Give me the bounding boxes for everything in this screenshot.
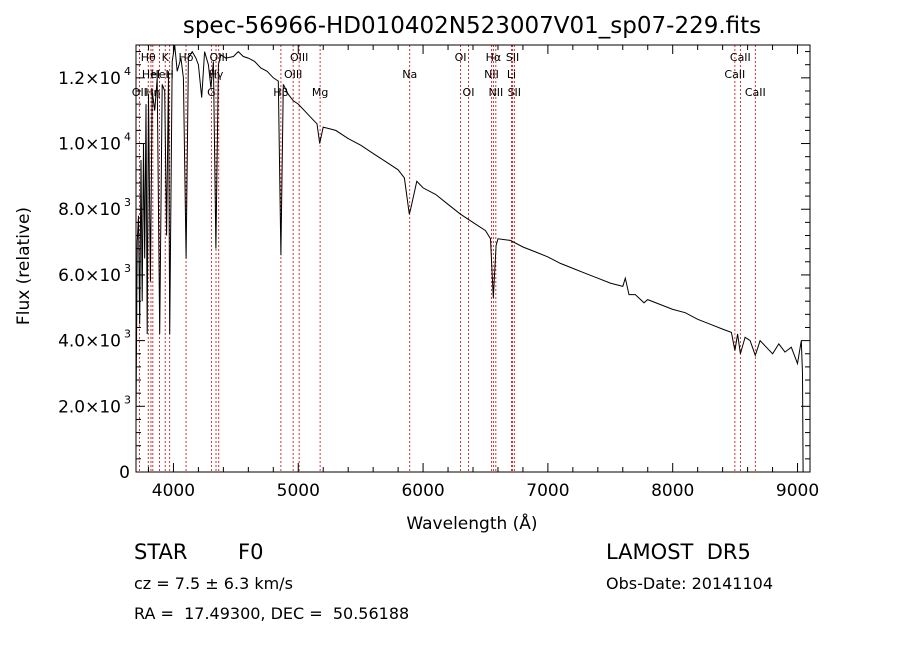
line-marker-label: Hδ — [179, 51, 194, 64]
x-tick-label: 7000 — [526, 481, 569, 501]
line-marker-label: OIII — [210, 51, 228, 64]
line-marker-label: NII — [484, 68, 499, 81]
chart-title: spec-56966-HD010402N523007V01_sp07-229.f… — [183, 13, 761, 39]
survey-name: LAMOST DR5 — [606, 540, 751, 564]
line-marker-label: Mg — [312, 86, 328, 99]
y-axis-ticks: 02.0×10 34.0×10 36.0×10 38.0×10 31.0×10 41.2×… — [58, 51, 810, 483]
line-marker-label: CaII — [724, 68, 745, 81]
line-marker-label: CaII — [730, 51, 751, 64]
line-marker-label: Hθ — [141, 51, 156, 64]
plot-frame — [135, 44, 811, 473]
line-marker-label: SII — [506, 51, 519, 64]
x-tick-label: 9000 — [776, 481, 819, 501]
line-marker-label: OIII — [284, 68, 302, 81]
line-marker-label: HeI — [142, 68, 160, 81]
y-tick-exponent: 3 — [124, 393, 131, 406]
line-marker-label: HeI — [150, 68, 168, 81]
coordinates: RA = 17.49300, DEC = 50.56188 — [134, 604, 410, 623]
emission-line-markers — [138, 45, 756, 472]
x-tick-label: 6000 — [401, 481, 444, 501]
y-tick-label: 1.2×10 — [58, 69, 121, 89]
y-tick-exponent: 3 — [124, 328, 131, 341]
line-marker-label: Hγ — [209, 68, 224, 81]
line-marker-label: CaII — [745, 86, 766, 99]
line-marker-label: Li — [507, 68, 516, 81]
x-axis-ticks: 4000 5000 6000 7000 8000 9000 — [147, 45, 819, 501]
observation-date: Obs-Date: 20141104 — [606, 574, 774, 593]
line-marker-label: OIII — [290, 51, 308, 64]
line-marker-label: OI — [463, 86, 475, 99]
redshift-info: cz = 7.5 ± 6.3 km/s — [134, 574, 293, 593]
line-marker-label: OI — [455, 51, 467, 64]
line-marker-label: Hβ — [273, 86, 288, 99]
y-tick-label: 0 — [119, 463, 130, 483]
y-tick-label: 4.0×10 — [58, 332, 121, 352]
line-marker-label: K — [162, 51, 170, 64]
y-tick-exponent: 3 — [124, 196, 131, 209]
line-marker-label: Hα — [486, 51, 502, 64]
spectrum-line — [135, 44, 804, 473]
y-tick-exponent: 4 — [124, 65, 131, 78]
y-tick-label: 8.0×10 — [58, 200, 121, 220]
line-marker-label: NII — [488, 86, 503, 99]
y-tick-exponent: 4 — [124, 131, 131, 144]
x-tick-label: 5000 — [277, 481, 320, 501]
y-axis-label: Flux (relative) — [14, 207, 34, 325]
line-marker-label: SII — [508, 86, 521, 99]
x-tick-label: 8000 — [651, 481, 694, 501]
object-subclass: F0 — [238, 540, 264, 564]
object-class: STAR — [134, 540, 188, 564]
x-tick-label: 4000 — [152, 481, 195, 501]
line-marker-label: G — [207, 86, 216, 99]
y-tick-exponent: 3 — [124, 262, 131, 275]
y-tick-label: 1.0×10 — [58, 135, 121, 155]
x-axis-label: Wavelength (Å) — [406, 512, 537, 534]
y-tick-label: 6.0×10 — [58, 266, 121, 286]
y-tick-label: 2.0×10 — [58, 397, 121, 417]
line-marker-label: Na — [402, 68, 417, 81]
line-marker-label: H — [166, 68, 174, 81]
